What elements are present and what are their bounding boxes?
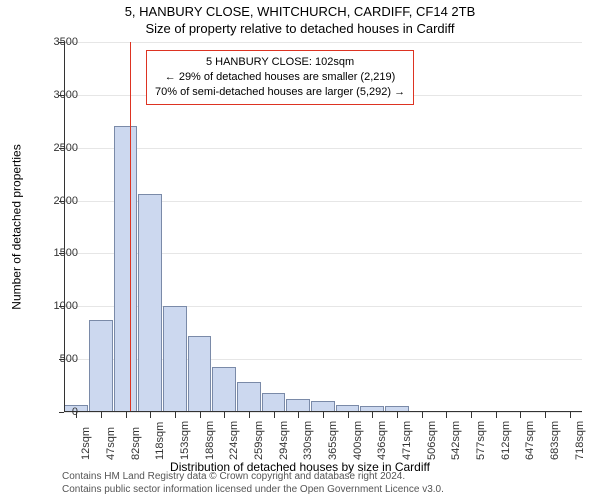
y-axis-label: Number of detached properties <box>10 144 24 309</box>
bar <box>237 382 261 412</box>
ytick-label: 500 <box>38 353 78 365</box>
xtick-label: 436sqm <box>376 414 388 460</box>
bar <box>114 126 138 412</box>
xtick-label: 188sqm <box>204 414 216 460</box>
x-axis-line <box>64 411 582 412</box>
ytick-label: 2000 <box>38 195 78 207</box>
xtick-label: 683sqm <box>549 414 561 460</box>
xtick-label: 12sqm <box>80 414 92 460</box>
xtick-mark <box>348 412 349 418</box>
xtick-mark <box>570 412 571 418</box>
ytick-label: 3500 <box>38 36 78 48</box>
xtick-mark <box>150 412 151 418</box>
xtick-label: 82sqm <box>130 414 142 460</box>
bar <box>138 194 162 412</box>
xtick-mark <box>200 412 201 418</box>
xtick-label: 153sqm <box>179 414 191 460</box>
y-axis-label-container: Number of detached properties <box>10 42 24 412</box>
bar <box>89 320 113 412</box>
annotation-box: 5 HANBURY CLOSE: 102sqm ← 29% of detache… <box>146 50 414 105</box>
ytick-label: 1000 <box>38 300 78 312</box>
xtick-label: 718sqm <box>574 414 586 460</box>
xtick-mark <box>224 412 225 418</box>
xtick-label: 612sqm <box>500 414 512 460</box>
xtick-label: 542sqm <box>450 414 462 460</box>
xtick-mark <box>397 412 398 418</box>
xtick-mark <box>126 412 127 418</box>
figure: 5, HANBURY CLOSE, WHITCHURCH, CARDIFF, C… <box>0 0 600 500</box>
ytick-label: 3000 <box>38 89 78 101</box>
title-line-1: 5, HANBURY CLOSE, WHITCHURCH, CARDIFF, C… <box>0 4 600 19</box>
bar <box>188 336 212 412</box>
xtick-label: 259sqm <box>253 414 265 460</box>
xtick-label: 224sqm <box>228 414 240 460</box>
ytick-label: 0 <box>38 406 78 418</box>
ytick-label: 1500 <box>38 247 78 259</box>
xtick-label: 365sqm <box>327 414 339 460</box>
xtick-mark <box>175 412 176 418</box>
plot-area: 5 HANBURY CLOSE: 102sqm ← 29% of detache… <box>64 42 582 412</box>
xtick-mark <box>496 412 497 418</box>
xtick-label: 294sqm <box>278 414 290 460</box>
xtick-label: 471sqm <box>401 414 413 460</box>
footer-line-1: Contains HM Land Registry data © Crown c… <box>62 470 444 483</box>
xtick-mark <box>323 412 324 418</box>
xtick-mark <box>471 412 472 418</box>
bar <box>163 306 187 412</box>
reference-line <box>130 42 131 412</box>
annotation-line-2: ← 29% of detached houses are smaller (2,… <box>155 70 405 85</box>
ytick-label: 2500 <box>38 142 78 154</box>
xtick-mark <box>372 412 373 418</box>
footer-line-2: Contains public sector information licen… <box>62 483 444 496</box>
annotation-line-3: 70% of semi-detached houses are larger (… <box>155 85 405 100</box>
xtick-label: 47sqm <box>105 414 117 460</box>
xtick-label: 647sqm <box>524 414 536 460</box>
xtick-label: 118sqm <box>154 414 166 460</box>
xtick-mark <box>274 412 275 418</box>
bar <box>262 393 286 412</box>
xtick-mark <box>446 412 447 418</box>
xtick-mark <box>298 412 299 418</box>
xtick-label: 577sqm <box>475 414 487 460</box>
xtick-label: 330sqm <box>302 414 314 460</box>
annotation-line-1: 5 HANBURY CLOSE: 102sqm <box>155 55 405 70</box>
xtick-mark <box>101 412 102 418</box>
title-line-2: Size of property relative to detached ho… <box>0 21 600 36</box>
xtick-label: 400sqm <box>352 414 364 460</box>
bar <box>212 367 236 412</box>
xtick-mark <box>422 412 423 418</box>
xtick-label: 506sqm <box>426 414 438 460</box>
xtick-mark <box>520 412 521 418</box>
xtick-mark <box>545 412 546 418</box>
xtick-mark <box>249 412 250 418</box>
footer: Contains HM Land Registry data © Crown c… <box>62 470 444 496</box>
